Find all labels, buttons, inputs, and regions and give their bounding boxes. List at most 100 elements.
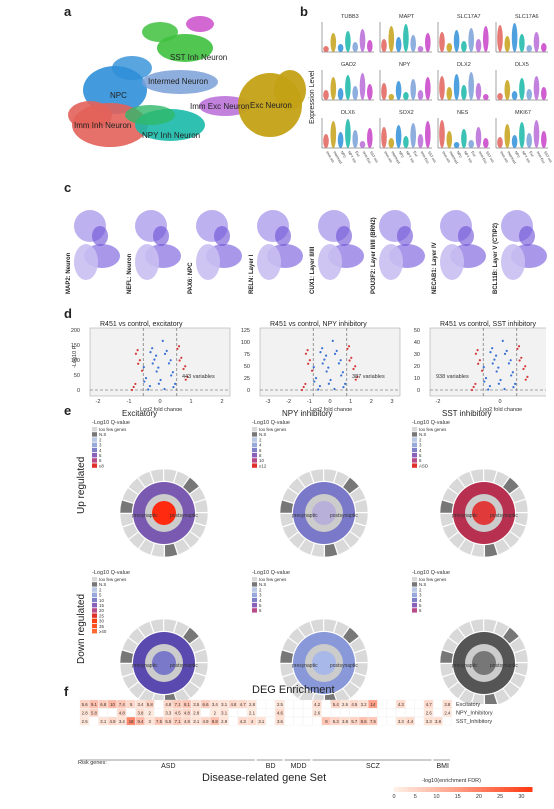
heatmap-cell: [172, 708, 183, 717]
sunburst-outer-segment: [494, 538, 511, 555]
heatmap-cell: [293, 699, 303, 709]
feature-map-blob: [501, 244, 525, 280]
legend-label: 5: [259, 603, 262, 608]
sunburst-outer-segment: [470, 543, 485, 558]
heatmap-value: 5.6: [82, 702, 89, 707]
heatmap-value: 4.8: [184, 719, 191, 724]
violin-xtick: NPY Inh: [521, 151, 531, 164]
volcano-xtick: -3: [266, 399, 271, 405]
sunburst-outer-segment: [189, 486, 206, 503]
violin-gene-title: DLX6: [341, 110, 355, 116]
volcano-ylabel: -Log10 P: [72, 345, 78, 368]
violin-shape: [453, 74, 460, 100]
violin-shape: [345, 31, 351, 52]
violin-shape: [511, 23, 518, 52]
heatmap-cell: [219, 716, 229, 726]
violin-shape: [497, 93, 503, 100]
sunburst-label-post: postsynaptic: [330, 663, 358, 669]
volcano-point: [476, 349, 479, 352]
panel-label-f: f: [64, 684, 69, 699]
volcano-point: [172, 386, 175, 389]
heatmap-cell: [405, 708, 415, 717]
sunburst-outer-segment: [354, 499, 369, 513]
violin-shape: [519, 122, 525, 148]
heatmap-cell: [182, 699, 192, 709]
sunburst-outer-segment: [182, 681, 200, 699]
heatmap-cell: [117, 708, 127, 717]
legend-swatch: [92, 618, 97, 623]
sunburst-label-post: postsynaptic: [490, 513, 518, 519]
heatmap-cell: [247, 708, 257, 717]
sunburst-outer-segment: [194, 662, 209, 677]
violin-ylabel: Expression Level: [309, 70, 316, 124]
violin-xtick: NPY Inh: [347, 151, 357, 164]
heatmap-cell: [126, 716, 136, 726]
volcano-point: [151, 362, 154, 365]
heatmap-value: 3.8: [137, 711, 144, 716]
sunburst-outer-segment: [119, 649, 134, 664]
violin-shape: [541, 43, 547, 52]
colorbar-step: [426, 787, 432, 792]
violin-shape: [337, 132, 344, 148]
volcano-point: [331, 339, 334, 343]
violin-shape: [323, 90, 329, 100]
volcano-point: [174, 382, 177, 385]
heatmap-value: 5.5: [165, 719, 172, 724]
sunburst-outer-segment: [122, 673, 139, 690]
violin-shape: [541, 87, 547, 100]
sunburst-outer-segment: [323, 468, 338, 483]
sunburst-label-pre: presynaptic: [452, 663, 478, 669]
volcano-point: [134, 382, 137, 386]
violin-xtick: Imm Exc: [536, 151, 546, 165]
volcano-point: [484, 377, 488, 380]
volcano-point: [499, 378, 502, 382]
heatmap-cell: [303, 716, 313, 726]
volcano-title: R451 vs control, excitatory: [100, 321, 183, 328]
sunburst-outer-segment: [354, 512, 369, 527]
heatmap-cell: [79, 699, 90, 709]
legend-label: N.S: [99, 432, 106, 437]
heatmap-cell: [89, 708, 99, 717]
volcano-point: [354, 378, 357, 381]
legend-swatch: [92, 437, 97, 442]
sunburst-outer-segment: [164, 543, 178, 558]
enrichment-heatmap: Risk genes: Disease-related gene Set -lo…: [78, 699, 533, 800]
violin-shape: [461, 129, 467, 148]
violin-xtick: Imm Inh: [499, 151, 509, 164]
legend-label: 6: [419, 608, 422, 613]
legend-label: too few genes: [419, 427, 447, 432]
umap-label-intermed: Intermed Neuron: [148, 77, 208, 86]
volcano-point: [340, 374, 343, 377]
volcano-point: [314, 377, 318, 380]
heatmap-cell: [163, 699, 173, 709]
volcano-point: [137, 362, 140, 365]
sunburst-label-post: postsynaptic: [490, 663, 518, 669]
volcano-point: [517, 345, 521, 348]
violin-shape: [519, 78, 525, 100]
volcano-point: [474, 352, 478, 355]
heatmap-value: 3.2: [361, 702, 368, 707]
sunburst-outer-segment: [509, 672, 527, 689]
legend-label: 4: [259, 443, 262, 448]
legend-label: too few genes: [99, 427, 127, 432]
volcano-ytick: 30: [414, 352, 420, 358]
heatmap-value: 4.5: [175, 711, 182, 716]
heatmap-cell: [405, 699, 415, 709]
violin-shape: [533, 76, 540, 100]
volcano-point: [176, 347, 179, 350]
heatmap-row-label: SST_Inhibitory: [456, 719, 492, 725]
violin-xtick: NPY Inh: [405, 151, 415, 164]
sunburst-outer-segment: [163, 468, 178, 483]
heatmap-cell: [303, 699, 313, 709]
sunburst-label-pre: presynaptic: [292, 513, 318, 519]
volcano-point: [321, 347, 324, 350]
heatmap-value: 3.8: [435, 719, 442, 724]
sunburst-outer-segment: [349, 522, 367, 539]
violin-shape: [359, 73, 366, 100]
heatmap-value: 8.8: [212, 719, 219, 724]
volcano-ytick: 50: [244, 364, 250, 370]
colorbar-step: [458, 787, 464, 792]
volcano-point: [341, 371, 344, 374]
legend-swatch: [412, 453, 417, 458]
volcano-point: [495, 370, 498, 373]
